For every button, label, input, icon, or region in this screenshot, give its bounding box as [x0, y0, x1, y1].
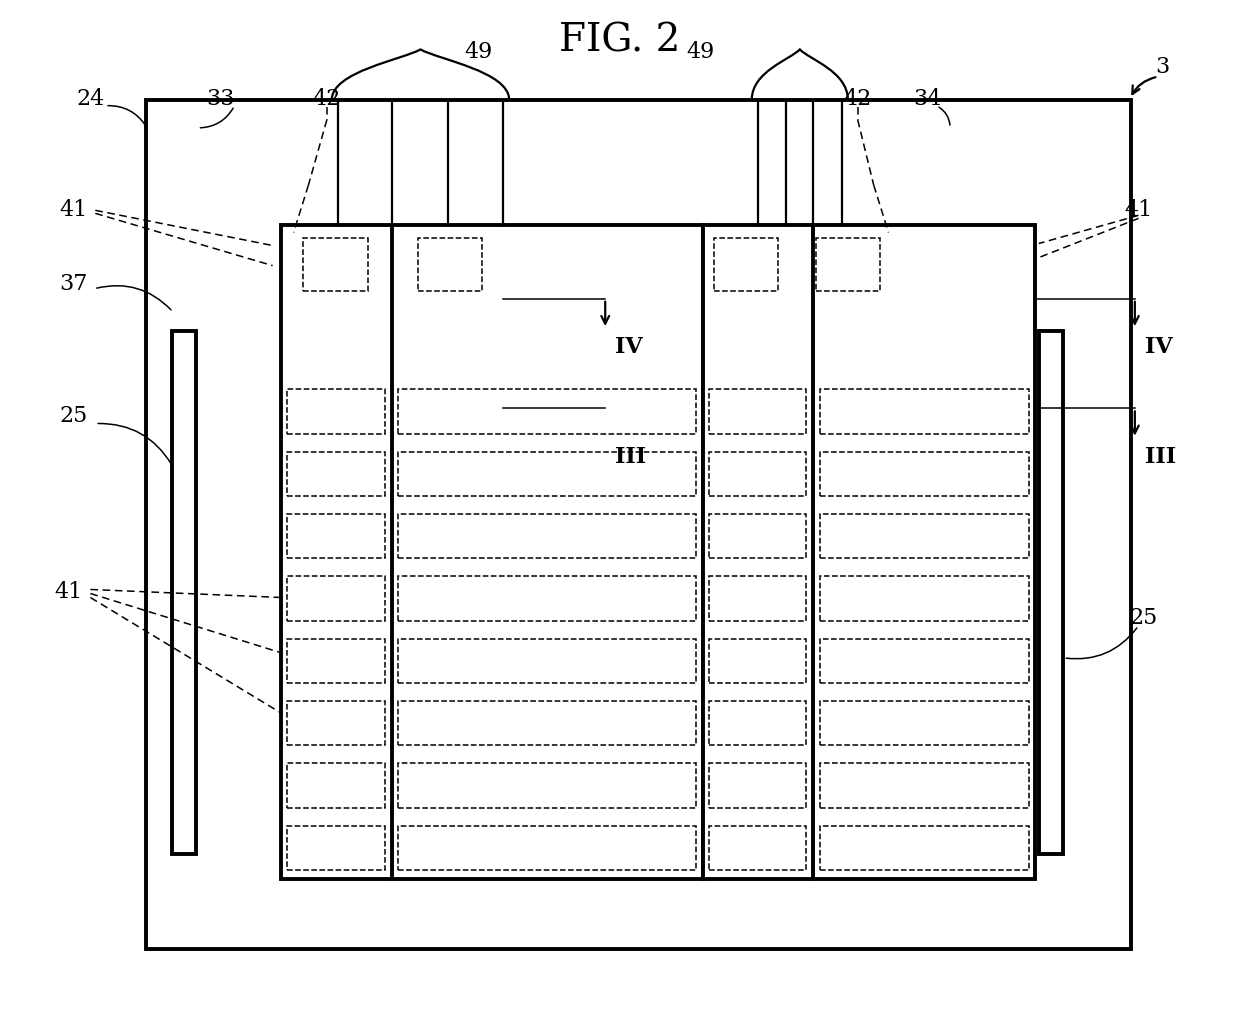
Text: III: III — [615, 446, 646, 467]
Bar — [820, 764, 1029, 808]
Text: 41: 41 — [60, 200, 87, 221]
Bar — [703, 225, 1035, 879]
Text: 34: 34 — [914, 87, 942, 110]
Text: 25: 25 — [60, 406, 87, 428]
Bar — [820, 514, 1029, 559]
Bar — [820, 639, 1029, 683]
Bar — [820, 576, 1029, 621]
Bar — [709, 576, 806, 621]
Text: IV: IV — [615, 336, 642, 358]
Bar — [820, 451, 1029, 496]
Bar — [288, 639, 384, 683]
Bar — [820, 701, 1029, 745]
Bar — [709, 639, 806, 683]
Text: 41: 41 — [1125, 200, 1153, 221]
Bar — [709, 825, 806, 870]
Text: 41: 41 — [55, 581, 82, 603]
Bar — [304, 238, 367, 291]
Bar — [288, 389, 384, 434]
Bar — [709, 451, 806, 496]
Bar — [709, 514, 806, 559]
Bar — [288, 514, 384, 559]
Bar — [398, 825, 697, 870]
Text: IV: IV — [1145, 336, 1173, 358]
Text: 42: 42 — [312, 87, 341, 110]
Bar — [171, 331, 196, 854]
Bar — [820, 825, 1029, 870]
Bar — [709, 389, 806, 434]
Text: 49: 49 — [686, 42, 714, 64]
Bar — [146, 99, 1131, 949]
Text: 42: 42 — [843, 87, 872, 110]
Bar — [288, 701, 384, 745]
Bar — [398, 514, 697, 559]
Bar — [288, 576, 384, 621]
Bar — [713, 238, 777, 291]
Bar — [418, 238, 482, 291]
Text: 3: 3 — [1154, 56, 1169, 77]
Bar — [820, 389, 1029, 434]
Bar — [398, 451, 697, 496]
Bar — [288, 451, 384, 496]
Bar — [398, 701, 697, 745]
Text: 25: 25 — [1130, 606, 1158, 629]
Bar — [398, 576, 697, 621]
Bar — [281, 225, 703, 879]
Text: FIG. 2: FIG. 2 — [559, 23, 681, 60]
Bar — [288, 764, 384, 808]
Text: 33: 33 — [207, 87, 236, 110]
Bar — [816, 238, 880, 291]
Text: 49: 49 — [464, 42, 492, 64]
Text: 24: 24 — [76, 87, 104, 110]
Text: 37: 37 — [60, 273, 87, 295]
Bar — [398, 639, 697, 683]
Bar — [709, 701, 806, 745]
Bar — [398, 389, 697, 434]
Bar — [398, 764, 697, 808]
Text: III: III — [1145, 446, 1176, 467]
Bar — [1039, 331, 1064, 854]
Bar — [709, 764, 806, 808]
Bar — [288, 825, 384, 870]
